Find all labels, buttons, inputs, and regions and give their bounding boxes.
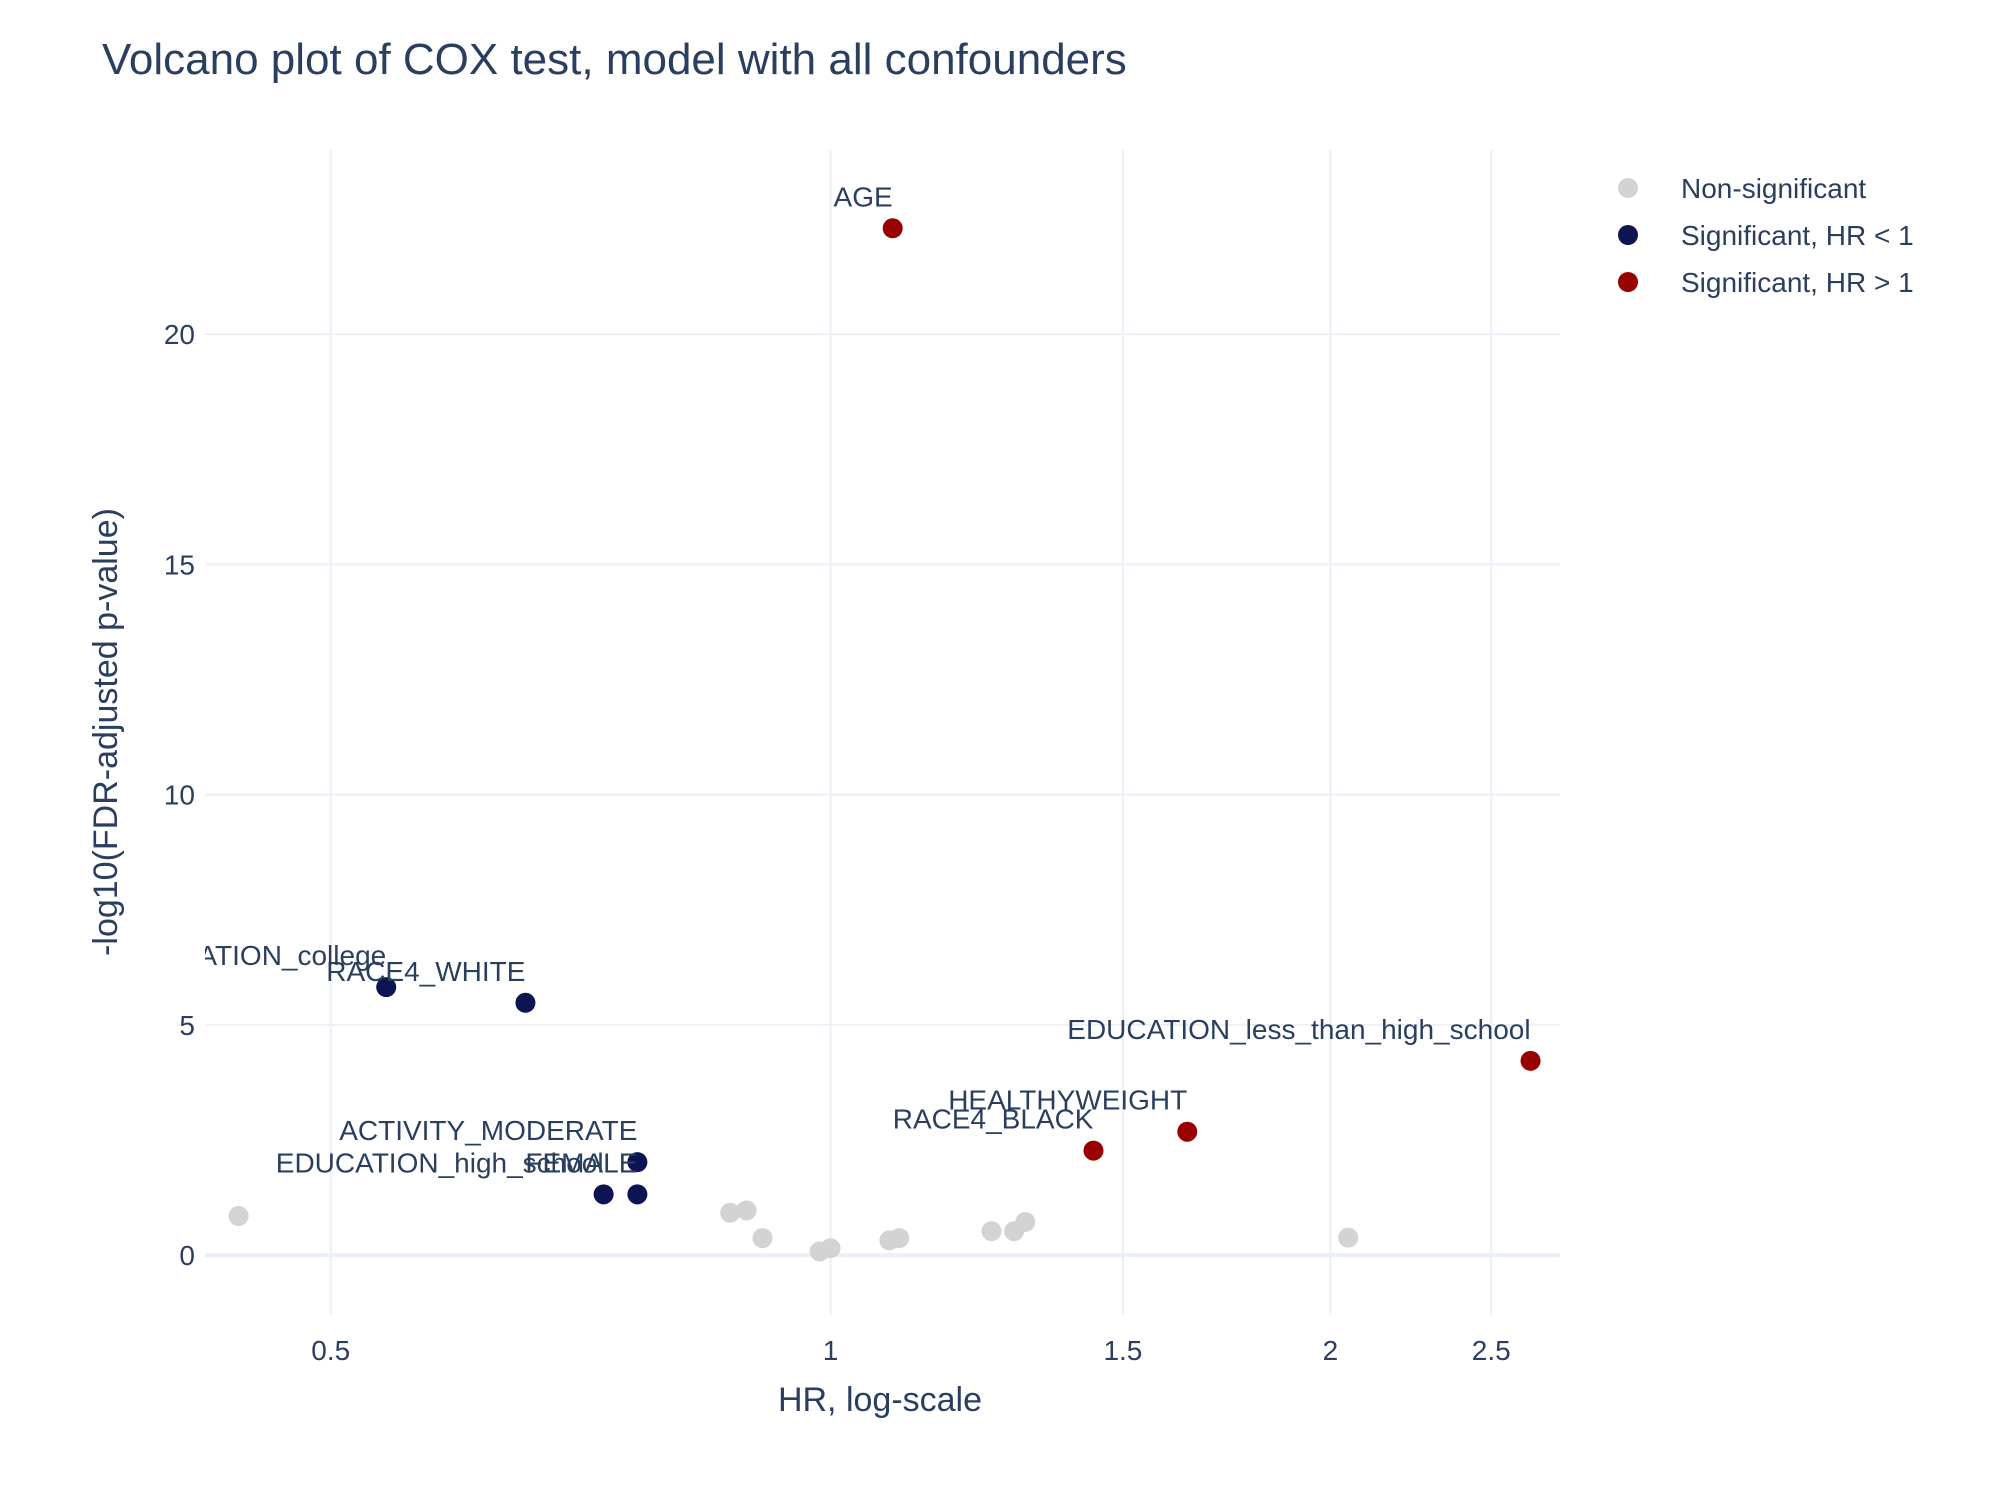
- y-tick-label: 0: [179, 1240, 195, 1271]
- data-point[interactable]: [627, 1152, 648, 1173]
- legend-label[interactable]: Significant, HR > 1: [1681, 267, 1914, 298]
- point-label: RACE4_BLACK: [893, 1104, 1094, 1135]
- y-tick-label: 20: [164, 319, 195, 350]
- y-tick-label: 5: [179, 1010, 195, 1041]
- data-point[interactable]: [515, 992, 536, 1013]
- point-label: EDUCATION_high_school: [276, 1147, 604, 1178]
- legend-marker[interactable]: [1618, 272, 1638, 292]
- legend-marker[interactable]: [1618, 178, 1638, 198]
- point-label: HEALTHYWEIGHT: [948, 1085, 1187, 1116]
- x-tick-label: 2: [1323, 1335, 1339, 1366]
- point-label: ACTIVITY_MODERATE: [339, 1115, 637, 1146]
- point-label: FEMALE: [525, 1147, 637, 1178]
- data-point[interactable]: [593, 1184, 614, 1205]
- data-point[interactable]: [1015, 1211, 1036, 1232]
- data-point[interactable]: [882, 218, 903, 239]
- legend-label[interactable]: Significant, HR < 1: [1681, 220, 1914, 251]
- point-label: AGE: [834, 181, 893, 212]
- x-tick-label: 1.5: [1103, 1335, 1142, 1366]
- chart-title: Volcano plot of COX test, model with all…: [102, 35, 1127, 84]
- x-tick-label: 1: [823, 1335, 839, 1366]
- data-point[interactable]: [1338, 1227, 1359, 1248]
- data-points: [228, 218, 1541, 1262]
- tick-labels: 0.5 1 1.5 2 2.5 0 5 10 15 20: [164, 319, 1511, 1366]
- legend-label[interactable]: Non-significant: [1681, 173, 1866, 204]
- data-point[interactable]: [1520, 1050, 1541, 1071]
- data-point[interactable]: [752, 1228, 773, 1249]
- x-axis-title: HR, log-scale: [778, 1381, 982, 1419]
- point-label: EDUCATION_less_than_high_school: [1067, 1014, 1530, 1045]
- legend[interactable]: Non-significant Significant, HR < 1 Signif…: [1618, 173, 1914, 298]
- x-tick-label: 0.5: [311, 1335, 350, 1366]
- data-point[interactable]: [627, 1184, 648, 1205]
- y-tick-label: 15: [164, 549, 195, 580]
- data-point[interactable]: [736, 1200, 757, 1221]
- data-point[interactable]: [720, 1202, 741, 1223]
- data-point[interactable]: [981, 1221, 1002, 1242]
- x-tick-label: 2.5: [1472, 1335, 1511, 1366]
- data-point[interactable]: [1177, 1121, 1198, 1142]
- point-label: EDUCATION_college: [119, 940, 386, 971]
- legend-marker[interactable]: [1618, 225, 1638, 245]
- y-tick-label: 10: [164, 780, 195, 811]
- data-point[interactable]: [228, 1205, 249, 1226]
- data-point[interactable]: [376, 977, 397, 998]
- gridlines: [205, 150, 1560, 1315]
- point-label: RACE4_WHITE: [326, 956, 525, 987]
- data-point[interactable]: [889, 1228, 910, 1249]
- data-point[interactable]: [1083, 1140, 1104, 1161]
- data-point[interactable]: [820, 1238, 841, 1259]
- y-axis-title: -log10(FDR-adjusted p-value): [87, 508, 125, 956]
